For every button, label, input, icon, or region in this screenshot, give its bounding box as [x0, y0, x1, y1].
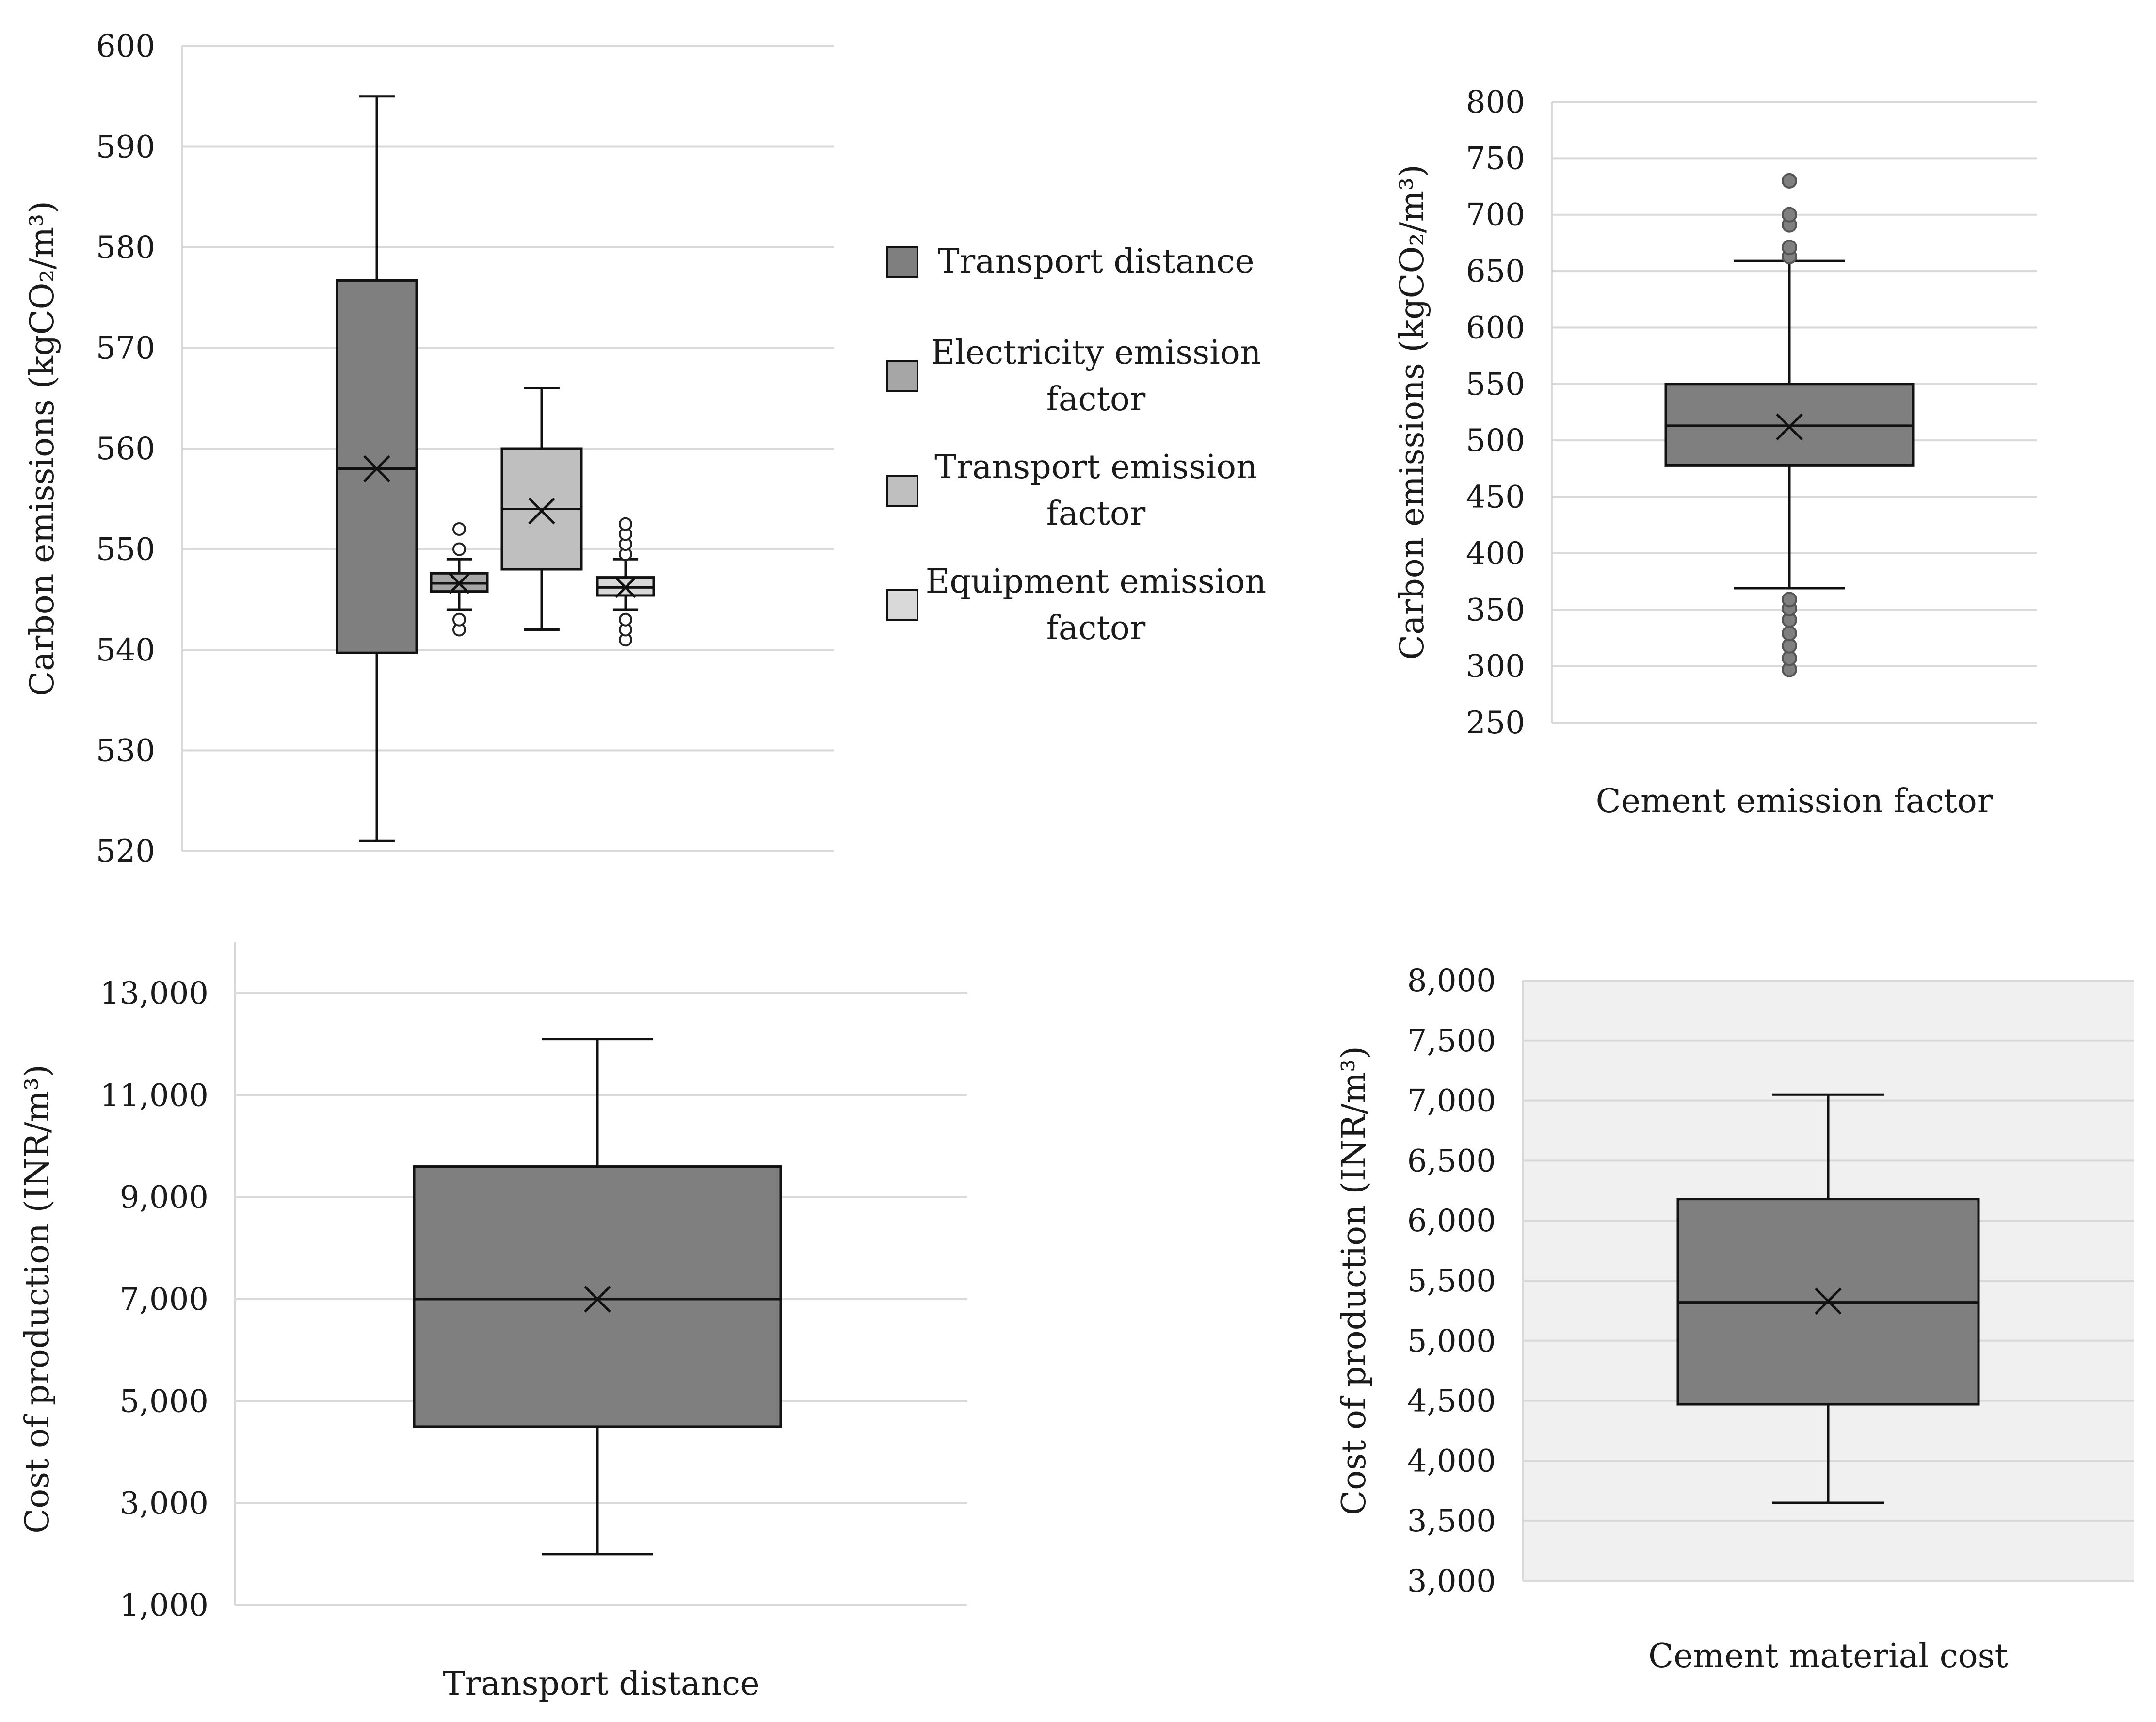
y-tick-label: 4,000 [1407, 1443, 1496, 1479]
chart-carbon-sensitivity: 520 530 540 550 560 570 580 590 600 Carbon emissi… [23, 29, 1266, 869]
y-tick-label: 5,000 [1407, 1323, 1496, 1359]
y-axis-title: Cost of production (INR/m³) [18, 1064, 57, 1534]
y-tick-label: 8,000 [1407, 963, 1496, 999]
y-tick-label: 750 [1466, 141, 1525, 177]
y-tick-label: 3,000 [120, 1486, 209, 1522]
y-tick-label: 7,500 [1407, 1023, 1496, 1059]
y-axis-title: Carbon emissions (kgCO₂/m³) [1393, 164, 1432, 660]
y-tick-label: 800 [1466, 84, 1525, 120]
legend-swatch [886, 246, 918, 278]
legend-swatch [886, 360, 918, 392]
outlier-point [452, 522, 466, 536]
y-tick-label: 580 [96, 230, 155, 266]
y-tick-label: 3,500 [1407, 1503, 1496, 1539]
y-tick-label: 400 [1466, 536, 1525, 572]
legend-swatch [886, 475, 918, 507]
y-tick-label: 700 [1466, 197, 1525, 233]
outlier-point [619, 517, 632, 531]
y-tick-label: 450 [1466, 480, 1525, 515]
outlier-point [1782, 592, 1797, 608]
outlier-point [619, 612, 632, 627]
legend-label: factor [1046, 495, 1146, 533]
chart-cement-emission-factor: 250 300 350 400 450 500 550 600 650 700 750 800 Carb… [1393, 84, 2037, 821]
y-tick-label: 4,500 [1407, 1384, 1496, 1419]
y-tick-label: 530 [96, 733, 155, 769]
y-tick-label: 13,000 [100, 976, 209, 1012]
y-tick-label: 600 [1466, 310, 1525, 346]
legend: Transport distance Electricity emission fa… [886, 242, 1266, 647]
mean-marker [449, 573, 470, 594]
y-tick-label: 300 [1466, 649, 1525, 685]
mean-marker [1776, 413, 1803, 441]
mean-marker [528, 497, 555, 525]
outlier-point [1782, 173, 1797, 189]
box-series [430, 522, 489, 637]
y-tick-label: 9,000 [120, 1180, 209, 1216]
legend-label: Equipment emission [926, 563, 1266, 601]
y-tick-label: 550 [96, 532, 155, 568]
y-tick-label: 350 [1466, 592, 1525, 628]
iqr-box [336, 279, 418, 654]
mean-marker [584, 1286, 611, 1313]
chart-cement-material-cost: 3,000 3,500 4,000 4,500 5,000 5,500 6,000 6,500… [1335, 963, 2134, 1675]
legend-swatch [886, 589, 918, 621]
y-tick-label: 1,000 [120, 1588, 209, 1624]
y-tick-label: 5,500 [1407, 1263, 1496, 1299]
outlier-point [452, 612, 466, 627]
y-tick-label: 570 [96, 331, 155, 367]
outlier-point [1782, 207, 1797, 223]
box-series [413, 1038, 782, 1556]
mean-marker [615, 577, 636, 598]
y-axis-title: Carbon emissions (kgCO₂/m³) [23, 201, 62, 696]
y-tick-label: 550 [1466, 367, 1525, 402]
y-tick-label: 6,000 [1407, 1203, 1496, 1239]
y-tick-label: 11,000 [100, 1078, 209, 1113]
legend-label: Transport distance [937, 242, 1254, 281]
outlier-point [452, 542, 466, 556]
y-tick-label: 3,000 [1407, 1563, 1496, 1599]
y-tick-label: 560 [96, 431, 155, 467]
y-tick-label: 5,000 [120, 1384, 209, 1419]
chart-transport-distance-cost: 1,000 3,000 5,000 7,000 9,000 11,000 13,000 Cos… [18, 942, 967, 1703]
y-tick-label: 520 [96, 834, 155, 869]
box-series [596, 517, 655, 647]
x-axis-title: Cement emission factor [1596, 782, 1993, 821]
x-axis-title: Transport distance [443, 1665, 759, 1703]
y-tick-label: 650 [1466, 254, 1525, 290]
y-tick-label: 250 [1466, 705, 1525, 741]
y-tick-label: 500 [1466, 423, 1525, 459]
mean-marker [1815, 1287, 1842, 1315]
legend-label: Electricity emission [931, 334, 1261, 372]
y-tick-label: 600 [96, 29, 155, 64]
y-tick-label: 540 [96, 632, 155, 668]
outlier-point [1782, 626, 1797, 642]
y-tick-label: 6,500 [1407, 1143, 1496, 1179]
legend-label: factor [1046, 609, 1146, 647]
outlier-point [1782, 240, 1797, 256]
box-series [1676, 1093, 1980, 1504]
y-tick-label: 7,000 [120, 1282, 209, 1318]
legend-label: factor [1046, 380, 1146, 418]
y-tick-label: 7,000 [1407, 1083, 1496, 1119]
box-series [500, 387, 583, 631]
legend-label: Transport emission [934, 448, 1257, 486]
y-axis-title: Cost of production (INR/m³) [1335, 1046, 1373, 1515]
y-tick-label: 590 [96, 129, 155, 165]
box-series [336, 95, 418, 842]
iqr-box [413, 1165, 782, 1428]
mean-marker [363, 455, 390, 483]
box-series [1664, 173, 1915, 677]
x-axis-title: Cement material cost [1648, 1637, 2008, 1675]
